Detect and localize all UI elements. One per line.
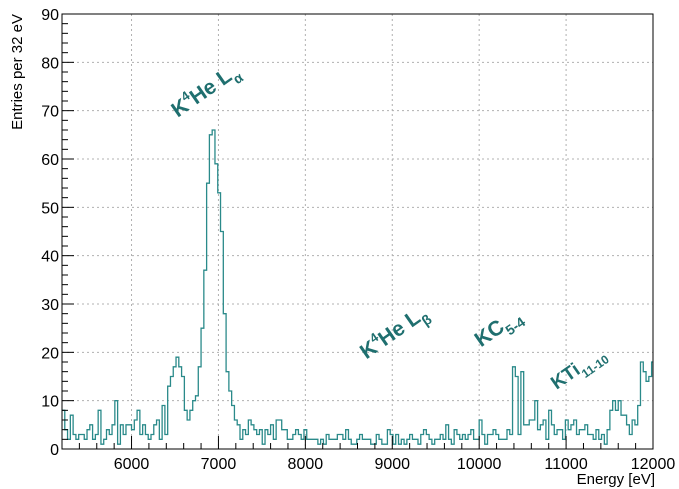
x-tick-label: 10000 bbox=[457, 456, 502, 473]
y-tick-label: 90 bbox=[41, 7, 59, 24]
y-tick-label: 70 bbox=[41, 104, 59, 121]
y-tick-label: 60 bbox=[41, 152, 59, 169]
x-tick-label: 9000 bbox=[374, 456, 410, 473]
y-tick-label: 80 bbox=[41, 55, 59, 72]
histogram-line bbox=[62, 129, 653, 445]
x-tick-label: 8000 bbox=[288, 456, 324, 473]
x-tick-label: 7000 bbox=[201, 456, 237, 473]
y-tick-label: 50 bbox=[41, 200, 59, 217]
y-tick-label: 30 bbox=[41, 297, 59, 314]
y-axis-title: Entries per 32 eV bbox=[9, 14, 26, 130]
y-tick-label: 20 bbox=[41, 345, 59, 362]
y-tick-label: 0 bbox=[50, 442, 59, 459]
x-tick-label: 11000 bbox=[544, 456, 587, 473]
y-tick-label: 40 bbox=[41, 249, 59, 266]
plot-area bbox=[62, 14, 653, 449]
x-axis-title: Energy [eV] bbox=[577, 471, 655, 488]
y-tick-label: 10 bbox=[41, 394, 59, 411]
grid-lines bbox=[62, 14, 653, 449]
x-tick-label: 6000 bbox=[114, 456, 150, 473]
x-tick-label: 12000 bbox=[631, 456, 676, 473]
axis-ticks: 0 10 20 30 40 50 60 70 80 90 6000 7000 8000 9000 10000… bbox=[41, 7, 675, 473]
